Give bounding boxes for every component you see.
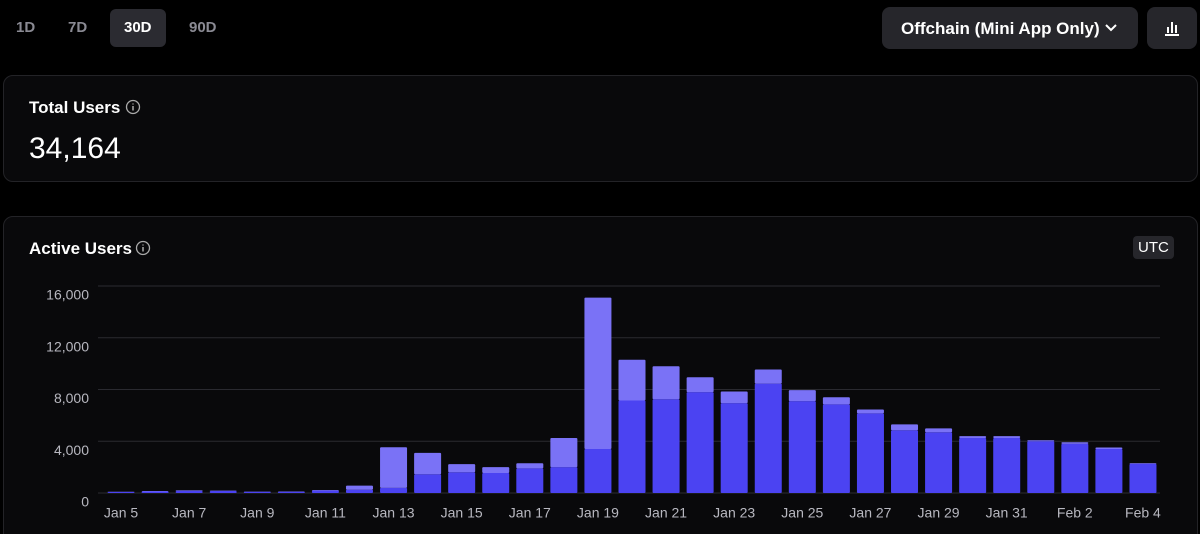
- bar-segment: [754, 383, 782, 493]
- bar-segment: [1095, 447, 1123, 450]
- bar-segment: [482, 472, 510, 493]
- timezone-badge: UTC: [1133, 236, 1174, 259]
- x-tick-label: Jan 21: [645, 505, 687, 521]
- x-tick-label: Jan 9: [240, 505, 274, 521]
- bar-segment: [652, 366, 680, 400]
- x-tick-label: Jan 7: [172, 505, 206, 521]
- bar-segment: [1027, 440, 1055, 442]
- bar-segment: [993, 438, 1021, 493]
- bar-segment: [516, 463, 544, 469]
- bar-segment: [856, 409, 884, 414]
- bar-segment: [1095, 449, 1123, 493]
- bar-segment: [209, 491, 237, 493]
- source-dropdown[interactable]: Offchain (Mini App Only): [882, 7, 1138, 49]
- x-tick-label: Jan 13: [373, 505, 415, 521]
- bar-segment: [959, 438, 987, 493]
- bar-segment: [822, 404, 850, 493]
- x-tick-label: Jan 29: [918, 505, 960, 521]
- x-tick-label: Jan 31: [986, 505, 1028, 521]
- x-tick-label: Feb 2: [1057, 505, 1093, 521]
- bar-segment: [686, 377, 714, 393]
- y-tick-label: 0: [81, 494, 89, 510]
- bar-segment: [925, 432, 953, 493]
- bar-segment: [822, 397, 850, 405]
- bar-segment: [1061, 442, 1089, 444]
- total-users-value: 34,164: [29, 132, 121, 165]
- bar-segment: [311, 490, 339, 491]
- x-tick-label: Jan 23: [713, 505, 755, 521]
- bar-segment: [720, 391, 748, 404]
- y-tick-label: 8,000: [54, 390, 89, 406]
- bar-segment: [482, 467, 510, 473]
- bar-segment: [448, 464, 476, 473]
- bar-segment: [1027, 441, 1055, 493]
- bar-segment: [618, 359, 646, 401]
- bar-segment: [516, 468, 544, 493]
- x-tick-label: Jan 25: [781, 505, 823, 521]
- bar-segment: [345, 485, 373, 490]
- x-tick-label: Jan 27: [849, 505, 891, 521]
- info-icon[interactable]: [135, 240, 151, 256]
- x-tick-label: Jan 17: [509, 505, 551, 521]
- chart-toggle[interactable]: [1147, 7, 1197, 49]
- bar-icon: [1165, 22, 1179, 36]
- total-users-card: Total Users 34,164: [3, 75, 1198, 182]
- y-tick-label: 12,000: [46, 338, 89, 354]
- bar-segment: [141, 491, 169, 493]
- x-tick-label: Feb 4: [1125, 505, 1161, 521]
- info-icon[interactable]: [125, 99, 141, 115]
- bar-segment: [550, 438, 578, 468]
- bar-segment: [788, 390, 816, 402]
- range-tab[interactable]: 90D: [189, 19, 217, 36]
- chevron: [1105, 24, 1117, 32]
- card-title: Total Users: [29, 98, 121, 117]
- range-tab[interactable]: 30D: [110, 9, 166, 47]
- bar-segment: [584, 297, 612, 450]
- bar-segment: [380, 447, 408, 488]
- y-tick-label: 16,000: [46, 287, 89, 303]
- bar-segment: [754, 369, 782, 384]
- x-tick-label: Jan 19: [577, 505, 619, 521]
- dropdown-label: Offchain (Mini App Only): [901, 19, 1100, 38]
- bar-segment: [891, 424, 919, 431]
- bar-segment: [1061, 443, 1089, 493]
- bar-segment: [720, 403, 748, 493]
- bar-segment: [414, 452, 442, 475]
- bar-segment: [652, 399, 680, 493]
- x-tick-label: Jan 5: [104, 505, 138, 521]
- bar-segment: [891, 430, 919, 493]
- bar-segment: [584, 449, 612, 493]
- x-tick-label: Jan 15: [441, 505, 483, 521]
- bar-segment: [788, 401, 816, 493]
- bar-segment: [993, 436, 1021, 439]
- bar-segment: [175, 490, 203, 492]
- bar-segment: [1129, 463, 1157, 464]
- bar-segment: [414, 474, 442, 493]
- bar-segment: [175, 491, 203, 493]
- bar-segment: [856, 413, 884, 493]
- bar-segment: [380, 487, 408, 493]
- x-tick-label: Jan 11: [305, 505, 346, 521]
- bar-segment: [550, 467, 578, 493]
- bar-segment: [618, 400, 646, 493]
- bar-segment: [277, 491, 305, 493]
- range-tab[interactable]: 7D: [68, 19, 88, 36]
- bar-segment: [686, 392, 714, 493]
- card-title: Active Users: [29, 239, 133, 258]
- bar-segment: [345, 489, 373, 493]
- bar-segment: [448, 472, 476, 493]
- bar-segment: [243, 491, 271, 493]
- bar-segment: [925, 428, 953, 433]
- range-tab[interactable]: 1D: [16, 19, 36, 36]
- y-tick-label: 4,000: [54, 442, 89, 458]
- bar-segment: [1129, 463, 1157, 493]
- bar-segment: [311, 490, 339, 493]
- bar-segment: [107, 491, 135, 493]
- bar-segment: [959, 436, 987, 439]
